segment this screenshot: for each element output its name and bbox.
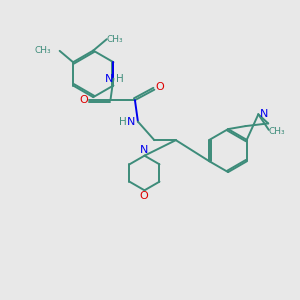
Text: O: O <box>155 82 164 92</box>
Text: H: H <box>118 117 126 127</box>
Text: H: H <box>116 74 124 84</box>
Text: O: O <box>79 95 88 105</box>
Text: N: N <box>140 145 149 155</box>
Text: N: N <box>105 74 114 84</box>
Text: CH₃: CH₃ <box>107 35 123 44</box>
Text: N: N <box>127 117 136 127</box>
Text: O: O <box>140 191 148 201</box>
Text: CH₃: CH₃ <box>34 46 51 56</box>
Text: N: N <box>260 109 268 119</box>
Text: CH₃: CH₃ <box>269 127 285 136</box>
